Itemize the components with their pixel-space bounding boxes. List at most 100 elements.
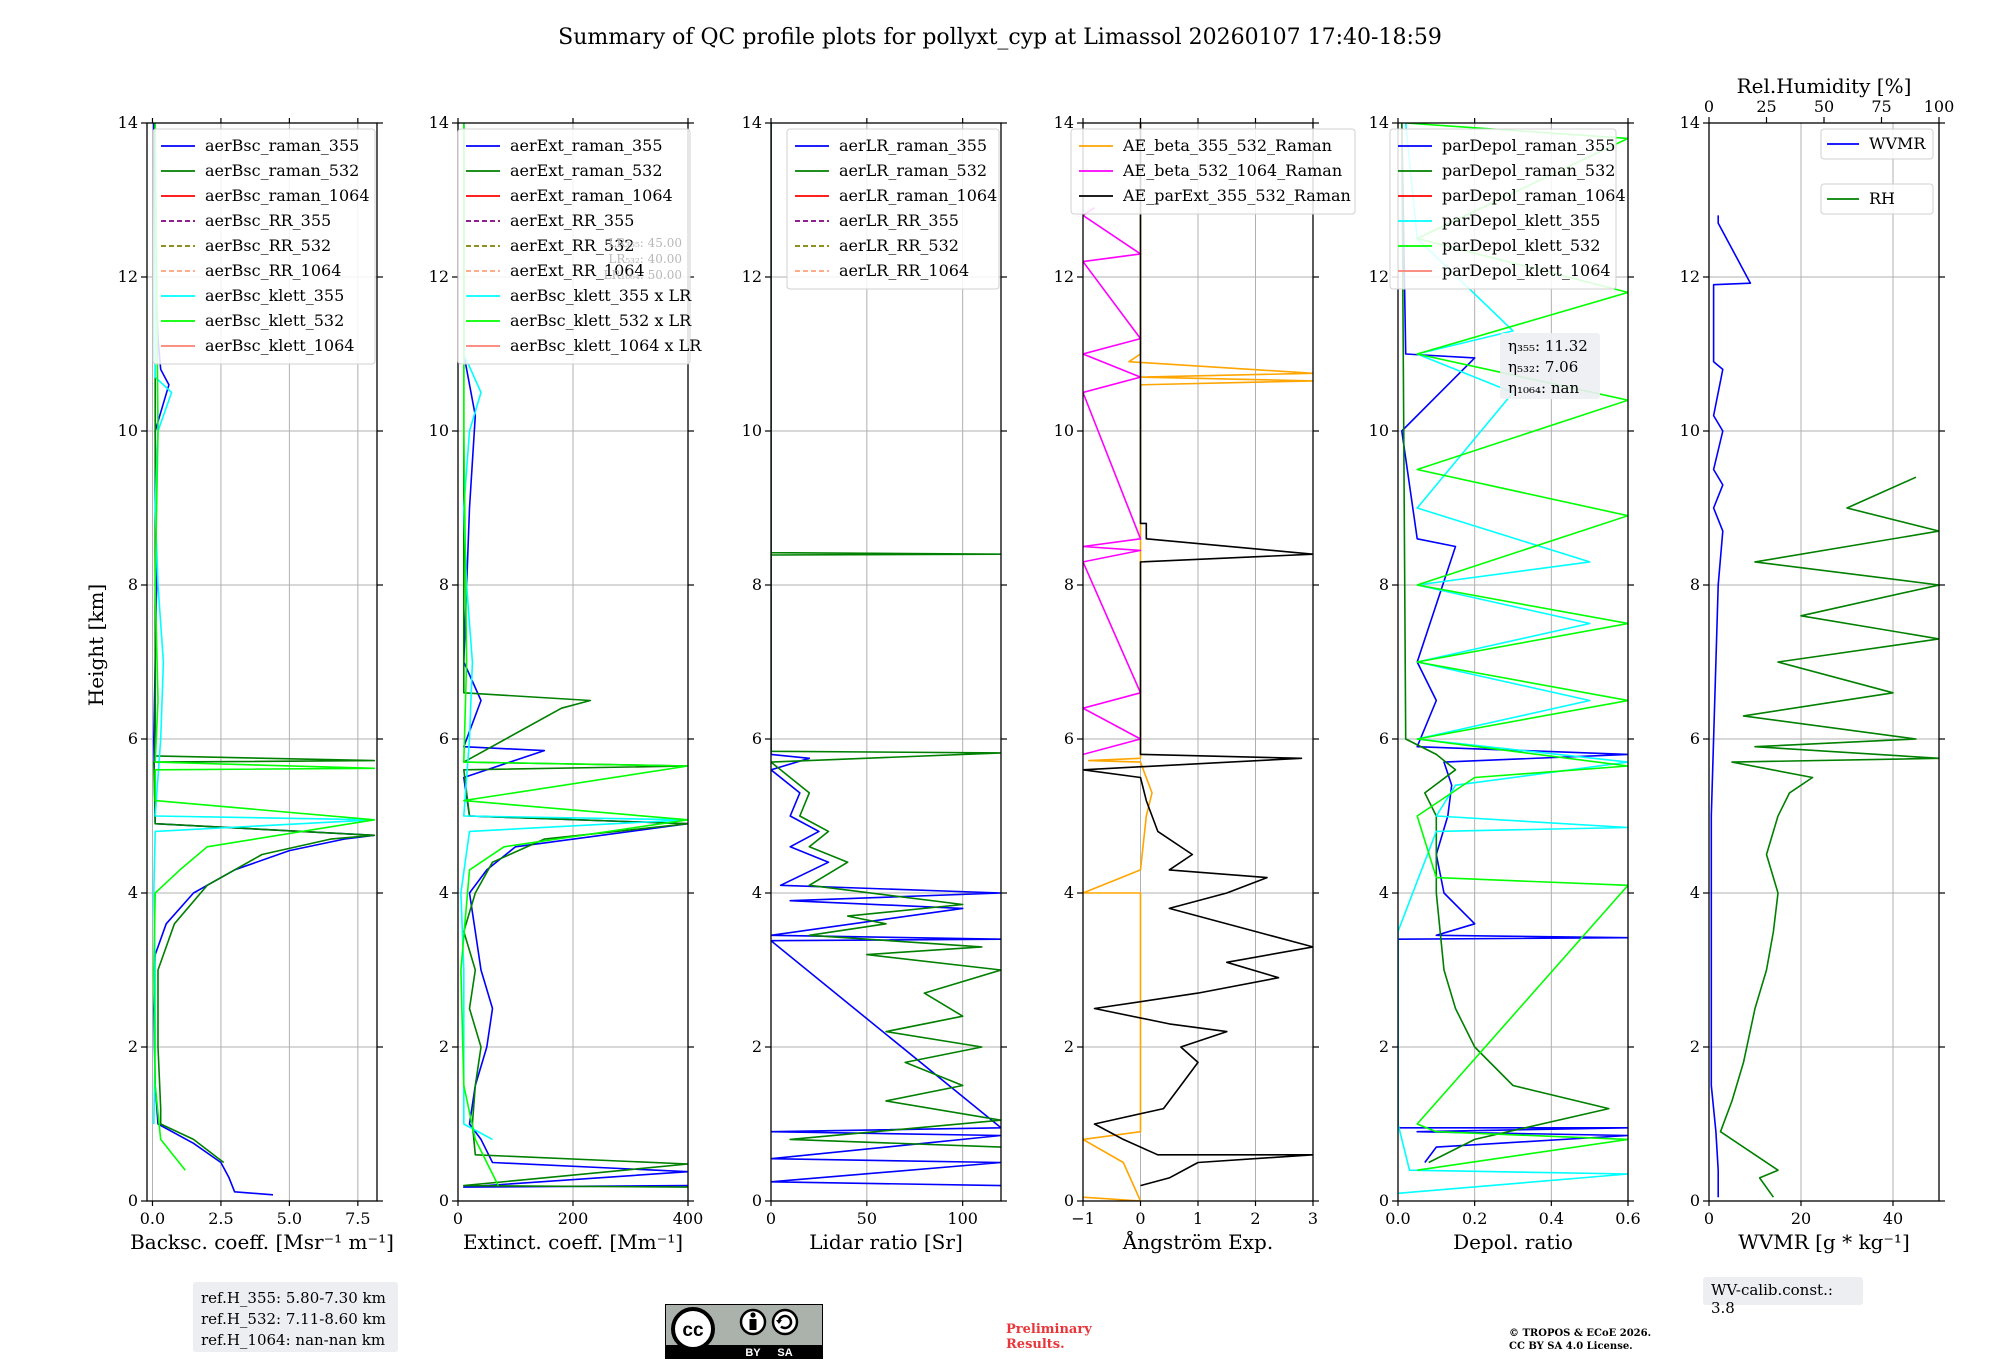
- y-tick-label: 2: [1379, 1037, 1389, 1056]
- x-tick-label: 0.2: [1462, 1209, 1487, 1228]
- eta-annotation: η₃₅₅: 11.32: [1508, 337, 1588, 355]
- lr-annotation: LR₅₃₂: 40.00: [608, 252, 682, 266]
- preliminary-line-1: Preliminary: [1006, 1322, 1092, 1337]
- top-x-tick-label: 75: [1871, 97, 1891, 116]
- legend-label: parDepol_klett_532: [1442, 236, 1600, 255]
- legend-label: AE_parExt_355_532_Raman: [1122, 186, 1351, 205]
- x-tick-label: 2.5: [208, 1209, 233, 1228]
- y-tick-label: 12: [118, 267, 138, 286]
- x-tick-label: 0: [453, 1209, 463, 1228]
- legend-label: aerBsc_klett_532 x LR: [510, 311, 692, 330]
- x-axis-label: Extinct. coeff. [Mm⁻¹]: [463, 1230, 683, 1254]
- top-x-tick-label: 25: [1756, 97, 1776, 116]
- y-tick-label: 8: [1379, 575, 1389, 594]
- legend-label: parDepol_raman_355: [1442, 136, 1615, 155]
- wv-calibration-box: WV-calib.const.: 3.8: [1703, 1277, 1863, 1317]
- legend-label: aerBsc_klett_1064: [205, 336, 354, 355]
- legend-label: aerLR_raman_1064: [839, 186, 997, 205]
- legend-label: aerExt_RR_1064: [510, 261, 645, 280]
- series-line-aerBsc_klett_532: [153, 123, 376, 1171]
- y-tick-label: 14: [742, 113, 762, 132]
- legend-label: aerBsc_klett_1064 x LR: [510, 336, 702, 355]
- legend-label: aerExt_raman_532: [510, 161, 663, 180]
- series-line-parDepol_klett_532: [1405, 123, 1628, 1171]
- y-tick-label: 10: [742, 421, 762, 440]
- y-tick-label: 14: [1369, 113, 1389, 132]
- y-tick-label: 0: [1064, 1191, 1074, 1210]
- x-tick-label: 200: [558, 1209, 589, 1228]
- x-tick-label: 0.0: [140, 1209, 165, 1228]
- series-line-AE_beta_532_1064_Raman: [1083, 207, 1142, 756]
- legend: aerLR_raman_355 aerLR_raman_532 aerLR_rama…: [786, 128, 1000, 290]
- y-tick-label: 0: [752, 1191, 762, 1210]
- y-tick-label: 4: [439, 883, 449, 902]
- top-x-tick-label: 100: [1924, 97, 1955, 116]
- y-tick-label: 10: [429, 421, 449, 440]
- y-tick-label: 2: [128, 1037, 138, 1056]
- y-tick-label: 0: [439, 1191, 449, 1210]
- cc-by-sa-license-badge: cc BY SA: [665, 1304, 823, 1359]
- y-tick-label: 6: [1379, 729, 1389, 748]
- x-tick-label: 3: [1308, 1209, 1318, 1228]
- x-axis-label: WVMR [g * kg⁻¹]: [1738, 1230, 1910, 1254]
- copyright-line-1: © TROPOS & ECoE 2026.: [1509, 1328, 1652, 1339]
- y-tick-label: 10: [1369, 421, 1389, 440]
- ref-height-1064: ref.H_1064: nan-nan km: [201, 1331, 386, 1349]
- legend-label: parDepol_raman_1064: [1442, 186, 1626, 205]
- top-x-tick-label: 0: [1704, 97, 1714, 116]
- y-axis-label: Height [km]: [84, 584, 108, 706]
- x-tick-label: 2: [1250, 1209, 1260, 1228]
- ref-height-532: ref.H_532: 7.11-8.60 km: [201, 1310, 386, 1328]
- panel-ext: 0 200 400 0 2 4 6 8 10 12 14 Extinct. coeff. [Mm⁻¹]…: [429, 113, 704, 1254]
- x-tick-label: 40: [1883, 1209, 1903, 1228]
- legend-label: aerBsc_klett_532: [205, 311, 344, 330]
- by-label: BY: [745, 1347, 761, 1359]
- legend-label: parDepol_klett_1064: [1442, 261, 1611, 280]
- top-x-axis-label: Rel.Humidity [%]: [1737, 74, 1912, 98]
- legend-label: aerExt_raman_1064: [510, 186, 673, 205]
- y-tick-label: 12: [1369, 267, 1389, 286]
- y-tick-label: 6: [752, 729, 762, 748]
- series-line-WVMR: [1710, 215, 1752, 1198]
- y-tick-label: 14: [429, 113, 449, 132]
- x-axis-label: Lidar ratio [Sr]: [809, 1230, 963, 1254]
- legend-label: parDepol_raman_532: [1442, 161, 1615, 180]
- eta-annotation-box: [1500, 333, 1600, 399]
- sa-label: SA: [777, 1347, 792, 1359]
- x-tick-label: 7.5: [345, 1209, 370, 1228]
- x-tick-label: 0.0: [1385, 1209, 1410, 1228]
- legend-label: aerLR_RR_1064: [839, 261, 969, 280]
- series-line-aerBsc_raman_532: [153, 123, 376, 1164]
- y-tick-label: 2: [1690, 1037, 1700, 1056]
- y-tick-label: 12: [1054, 267, 1074, 286]
- legend-label: parDepol_klett_355: [1442, 211, 1600, 230]
- series-line-parDepol_raman_532: [1401, 123, 1610, 1164]
- series-line-AE_beta_355_532_Raman: [1083, 123, 1313, 1201]
- x-tick-label: −1: [1071, 1209, 1095, 1228]
- y-tick-label: 8: [1064, 575, 1074, 594]
- series-line-aerLR_raman_532: [771, 123, 1001, 1148]
- y-tick-label: 6: [439, 729, 449, 748]
- y-tick-label: 4: [128, 883, 138, 902]
- y-tick-label: 2: [1064, 1037, 1074, 1056]
- legend-label: aerLR_RR_532: [839, 236, 959, 255]
- panel-lr: 0 50 100 0 2 4 6 8 10 12 14 Lidar ratio [Sr] aerLR_r…: [742, 113, 1007, 1254]
- legend-label: aerBsc_RR_532: [205, 236, 331, 255]
- y-tick-label: 8: [1690, 575, 1700, 594]
- y-tick-label: 14: [1054, 113, 1074, 132]
- series-line-aerBsc_klett_532 x LR: [460, 123, 688, 1186]
- x-tick-label: 50: [857, 1209, 877, 1228]
- legend-label: aerLR_raman_355: [839, 136, 987, 155]
- legend-label: aerBsc_RR_355: [205, 211, 331, 230]
- panel-bsc: 0.0 2.5 5.0 7.5 0 2 4 6 8 10 12 14 Backsc. coeff. [M…: [118, 113, 394, 1254]
- legend-label: aerBsc_raman_355: [205, 136, 359, 155]
- legend-label: aerBsc_raman_532: [205, 161, 359, 180]
- y-tick-label: 2: [439, 1037, 449, 1056]
- y-tick-label: 6: [1064, 729, 1074, 748]
- copyright-note: © TROPOS & ECoE 2026. CC BY SA 4.0 Licen…: [1509, 1327, 1651, 1353]
- legend: aerExt_raman_355 aerExt_raman_532 aerExt_r…: [457, 128, 702, 365]
- series-line-aerBsc_raman_355: [153, 123, 376, 1196]
- figure-title: Summary of QC profile plots for pollyxt_…: [558, 25, 1442, 50]
- x-tick-label: 5.0: [277, 1209, 302, 1228]
